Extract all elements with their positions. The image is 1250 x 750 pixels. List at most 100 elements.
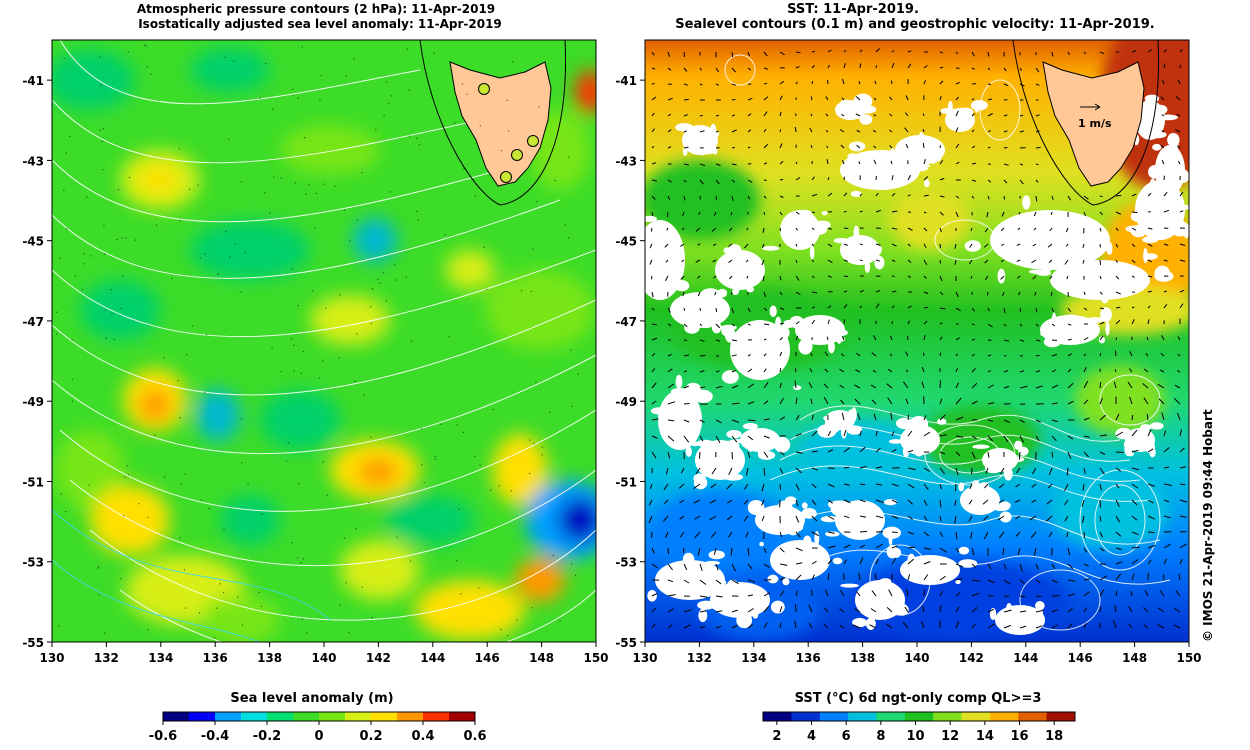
- track-dot: [507, 130, 510, 132]
- velocity-arrow: [827, 227, 832, 230]
- velocity-arrow: [886, 383, 893, 389]
- velocity-arrow: [954, 515, 957, 524]
- velocity-arrow: [891, 321, 893, 325]
- left-colorbar-swatch: [163, 712, 190, 721]
- track-dot: [219, 583, 221, 585]
- tasmania-landmass-left: [449, 61, 552, 187]
- track-dot: [301, 618, 303, 620]
- track-dot: [312, 290, 314, 292]
- velocity-arrow: [1016, 243, 1021, 247]
- velocity-arrow: [971, 67, 975, 70]
- track-dot: [409, 560, 412, 562]
- velocity-arrow: [843, 63, 846, 69]
- velocity-arrow: [1083, 563, 1089, 567]
- velocity-arrow: [1083, 195, 1089, 200]
- track-dot: [297, 557, 299, 559]
- cloud-speckle: [675, 374, 683, 389]
- velocity-arrow: [987, 402, 995, 405]
- cloud-speckle: [830, 336, 846, 343]
- cloud-speckle: [1154, 270, 1174, 282]
- velocity-arrow: [1035, 419, 1041, 423]
- cloud-speckle: [769, 305, 777, 317]
- velocity-arrow: [1016, 467, 1021, 474]
- track-dot: [338, 357, 340, 359]
- left-colorbar-swatch: [345, 712, 372, 721]
- velocity-arrow: [1179, 289, 1185, 293]
- track-dot: [461, 83, 464, 85]
- track-dot: [122, 275, 124, 278]
- velocity-arrow: [1035, 130, 1040, 133]
- velocity-arrow: [795, 499, 799, 507]
- velocity-arrow: [747, 113, 752, 117]
- cloud-speckle: [1149, 178, 1156, 191]
- track-dot: [477, 587, 480, 589]
- velocity-arrow: [779, 563, 788, 566]
- velocity-arrow: [1179, 49, 1183, 53]
- velocity-arrow: [843, 290, 848, 293]
- track-dot: [69, 135, 71, 137]
- tide-gauge-4[interactable]: [500, 171, 512, 183]
- track-dots-left: [56, 44, 579, 639]
- track-dot: [456, 424, 458, 426]
- tide-gauge-1[interactable]: [478, 83, 490, 95]
- track-dot: [456, 560, 458, 562]
- velocity-arrow: [875, 192, 879, 197]
- velocity-arrow: [763, 353, 767, 357]
- track-dot: [59, 257, 61, 259]
- left-colorbar-tick-label: 0: [314, 729, 323, 744]
- velocity-arrow: [1177, 336, 1181, 341]
- velocity-arrow: [711, 227, 717, 232]
- velocity-arrow: [1003, 195, 1006, 200]
- velocity-arrow: [1051, 579, 1058, 584]
- velocity-arrow: [763, 563, 770, 568]
- track-dot: [314, 227, 317, 229]
- track-dot: [361, 171, 363, 174]
- velocity-arrow: [1147, 305, 1151, 309]
- tide-gauge-2[interactable]: [527, 135, 539, 147]
- velocity-arrow: [1015, 483, 1021, 488]
- velocity-arrow: [891, 227, 898, 230]
- velocity-arrow: [854, 384, 861, 389]
- tide-gauge-3[interactable]: [511, 149, 523, 161]
- velocity-arrow: [1019, 385, 1028, 389]
- velocity-arrow: [827, 275, 833, 278]
- velocity-arrow: [823, 396, 829, 405]
- velocity-arrow: [907, 515, 913, 520]
- velocity-arrow: [1003, 83, 1009, 87]
- velocity-arrow: [651, 337, 658, 341]
- velocity-arrow: [680, 467, 685, 474]
- velocity-arrow: [715, 130, 719, 133]
- velocity-arrow: [763, 622, 768, 629]
- velocity-arrow: [939, 380, 941, 389]
- velocity-arrow: [1014, 499, 1021, 503]
- velocity-arrow: [763, 451, 769, 458]
- track-dot: [571, 563, 573, 565]
- velocity-arrow: [1003, 130, 1008, 133]
- track-dot: [567, 237, 570, 239]
- track-dot: [102, 169, 104, 171]
- cloud-speckle: [1100, 292, 1109, 304]
- velocity-arrow: [1035, 67, 1040, 73]
- track-dot: [222, 592, 225, 594]
- velocity-arrow: [1174, 384, 1181, 389]
- velocity-arrow: [1163, 209, 1170, 213]
- velocity-arrow: [823, 624, 829, 629]
- velocity-arrow: [971, 51, 975, 57]
- velocity-arrow: [907, 50, 912, 53]
- velocity-arrow: [683, 98, 689, 101]
- velocity-arrow: [1131, 227, 1137, 231]
- cloud-speckle: [865, 617, 876, 630]
- velocity-arrow: [971, 145, 976, 149]
- velocity-arrow: [1083, 337, 1089, 341]
- right-colorbar-swatch: [989, 712, 1019, 721]
- velocity-arrow: [699, 114, 703, 117]
- velocity-arrow: [1099, 397, 1103, 405]
- left-xtick-label: 138: [257, 651, 282, 665]
- velocity-arrow: [1051, 563, 1056, 570]
- velocity-arrow: [827, 305, 832, 309]
- velocity-arrow: [939, 483, 942, 490]
- left-colorbar-tick-label: 0.6: [463, 729, 486, 744]
- track-dot: [408, 89, 410, 91]
- velocity-arrow: [1179, 429, 1182, 437]
- cloud-speckle: [1106, 241, 1113, 255]
